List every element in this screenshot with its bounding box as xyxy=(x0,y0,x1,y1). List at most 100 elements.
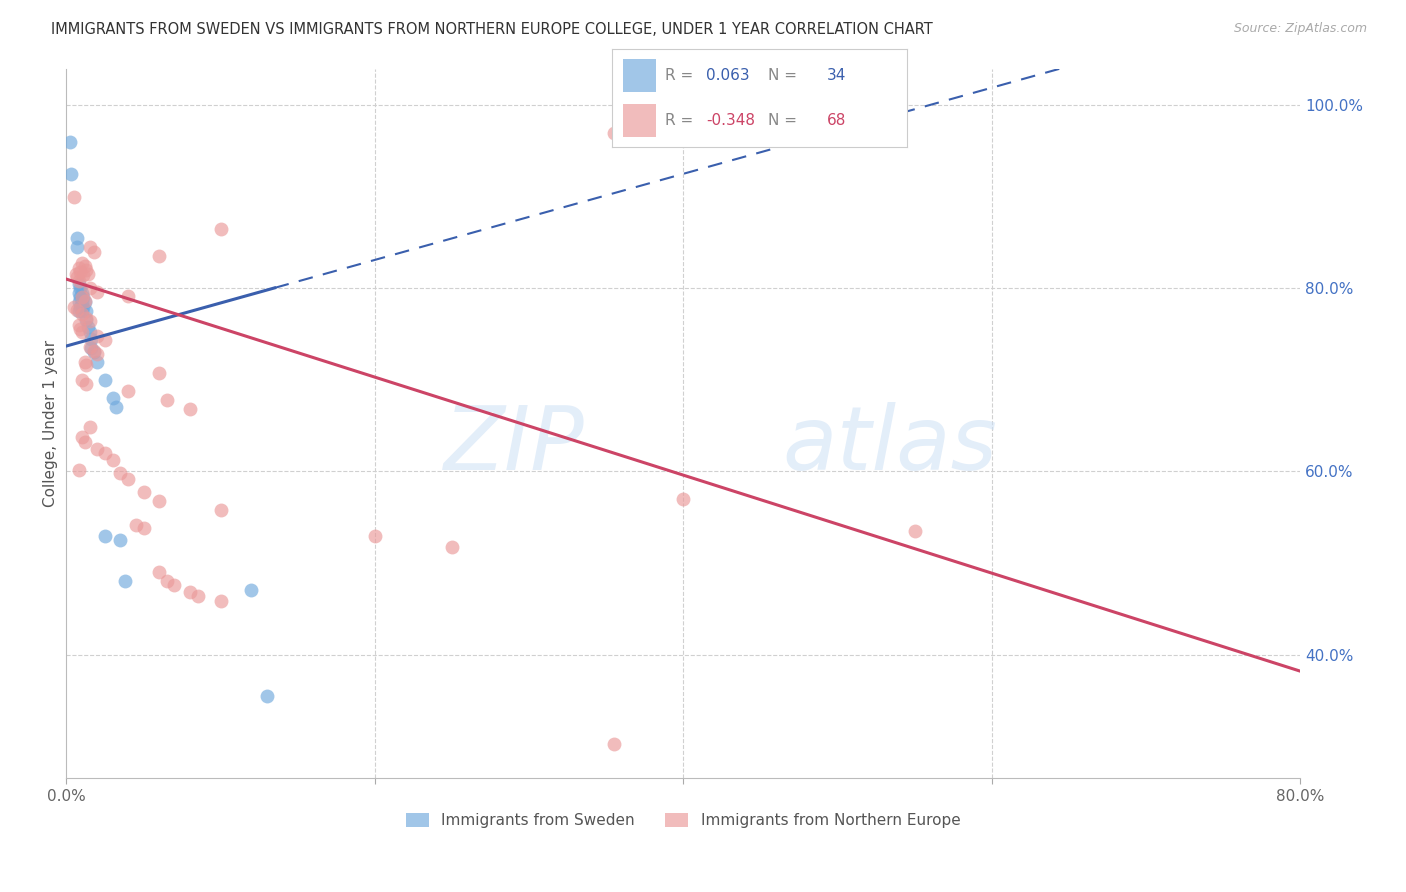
Point xyxy=(70,304,93,318)
Point xyxy=(67,304,90,318)
Point xyxy=(79,314,101,328)
Point xyxy=(67,318,90,332)
Point xyxy=(114,574,136,589)
Point xyxy=(70,255,93,269)
Point xyxy=(156,574,179,589)
Point xyxy=(63,190,86,204)
Point xyxy=(70,290,93,304)
Point xyxy=(148,565,170,579)
Point xyxy=(70,295,93,310)
Text: -0.348: -0.348 xyxy=(706,113,755,128)
Text: Source: ZipAtlas.com: Source: ZipAtlas.com xyxy=(1233,22,1367,36)
Point xyxy=(903,524,925,538)
Point xyxy=(86,329,108,343)
Point xyxy=(117,288,139,302)
Point xyxy=(76,313,98,327)
Point xyxy=(69,281,91,295)
Point xyxy=(66,231,89,245)
Text: N =: N = xyxy=(768,68,801,83)
Point xyxy=(79,340,101,354)
Point xyxy=(77,319,100,334)
Point xyxy=(67,295,90,310)
Point xyxy=(69,300,91,314)
Point xyxy=(72,290,94,304)
Point xyxy=(67,285,90,300)
Point xyxy=(148,249,170,263)
Point xyxy=(256,689,278,703)
Point xyxy=(70,285,93,300)
Point xyxy=(76,310,98,325)
Point xyxy=(672,491,695,506)
Text: 68: 68 xyxy=(827,113,846,128)
Point xyxy=(73,354,96,368)
Point xyxy=(67,261,90,276)
Point xyxy=(70,430,93,444)
Point xyxy=(79,325,101,339)
Point xyxy=(80,341,103,355)
Point xyxy=(66,303,89,318)
Point xyxy=(65,267,87,281)
Point xyxy=(110,467,132,481)
Point xyxy=(77,267,100,281)
Point xyxy=(70,307,93,321)
Point xyxy=(66,240,89,254)
Text: 0.063: 0.063 xyxy=(706,68,749,83)
Point xyxy=(83,345,105,359)
Point xyxy=(209,221,232,235)
Point xyxy=(110,533,132,548)
Point xyxy=(73,435,96,450)
Point xyxy=(73,294,96,309)
Point xyxy=(58,135,80,149)
Point xyxy=(117,472,139,486)
Bar xyxy=(623,59,655,92)
Point xyxy=(132,484,155,499)
Y-axis label: College, Under 1 year: College, Under 1 year xyxy=(44,340,58,507)
Point xyxy=(69,321,91,335)
Point xyxy=(63,300,86,314)
Point xyxy=(79,240,101,254)
Text: IMMIGRANTS FROM SWEDEN VS IMMIGRANTS FROM NORTHERN EUROPE COLLEGE, UNDER 1 YEAR : IMMIGRANTS FROM SWEDEN VS IMMIGRANTS FRO… xyxy=(51,22,932,37)
Point xyxy=(86,347,108,361)
Point xyxy=(80,332,103,346)
Text: 34: 34 xyxy=(827,68,846,83)
Point xyxy=(79,281,101,295)
Point xyxy=(148,493,170,508)
Point xyxy=(101,453,124,467)
Point xyxy=(70,325,93,339)
Text: atlas: atlas xyxy=(782,401,997,488)
Point xyxy=(163,578,186,592)
Point xyxy=(60,167,83,181)
Point xyxy=(67,274,90,288)
Point xyxy=(67,277,90,291)
Point xyxy=(83,244,105,259)
Point xyxy=(364,528,387,542)
Point xyxy=(94,373,117,387)
Point xyxy=(76,376,98,391)
Point xyxy=(209,503,232,517)
Point xyxy=(603,737,626,751)
Point xyxy=(70,373,93,387)
Text: N =: N = xyxy=(768,113,801,128)
Point xyxy=(101,391,124,405)
Point xyxy=(240,583,263,598)
Point xyxy=(83,343,105,358)
Point xyxy=(72,268,94,283)
Text: ZIP: ZIP xyxy=(444,401,585,488)
Point xyxy=(69,265,91,279)
Point xyxy=(94,333,117,347)
Point xyxy=(66,270,89,285)
Point xyxy=(186,589,208,603)
Point xyxy=(67,462,90,476)
Point xyxy=(86,354,108,368)
Point xyxy=(86,442,108,456)
Point xyxy=(440,540,463,554)
Bar xyxy=(623,104,655,137)
Point xyxy=(209,594,232,608)
Point xyxy=(76,263,98,277)
Point xyxy=(86,285,108,299)
Point xyxy=(94,528,117,542)
Point xyxy=(94,446,117,460)
Point xyxy=(76,304,98,318)
Point xyxy=(603,126,626,140)
Text: R =: R = xyxy=(665,113,697,128)
